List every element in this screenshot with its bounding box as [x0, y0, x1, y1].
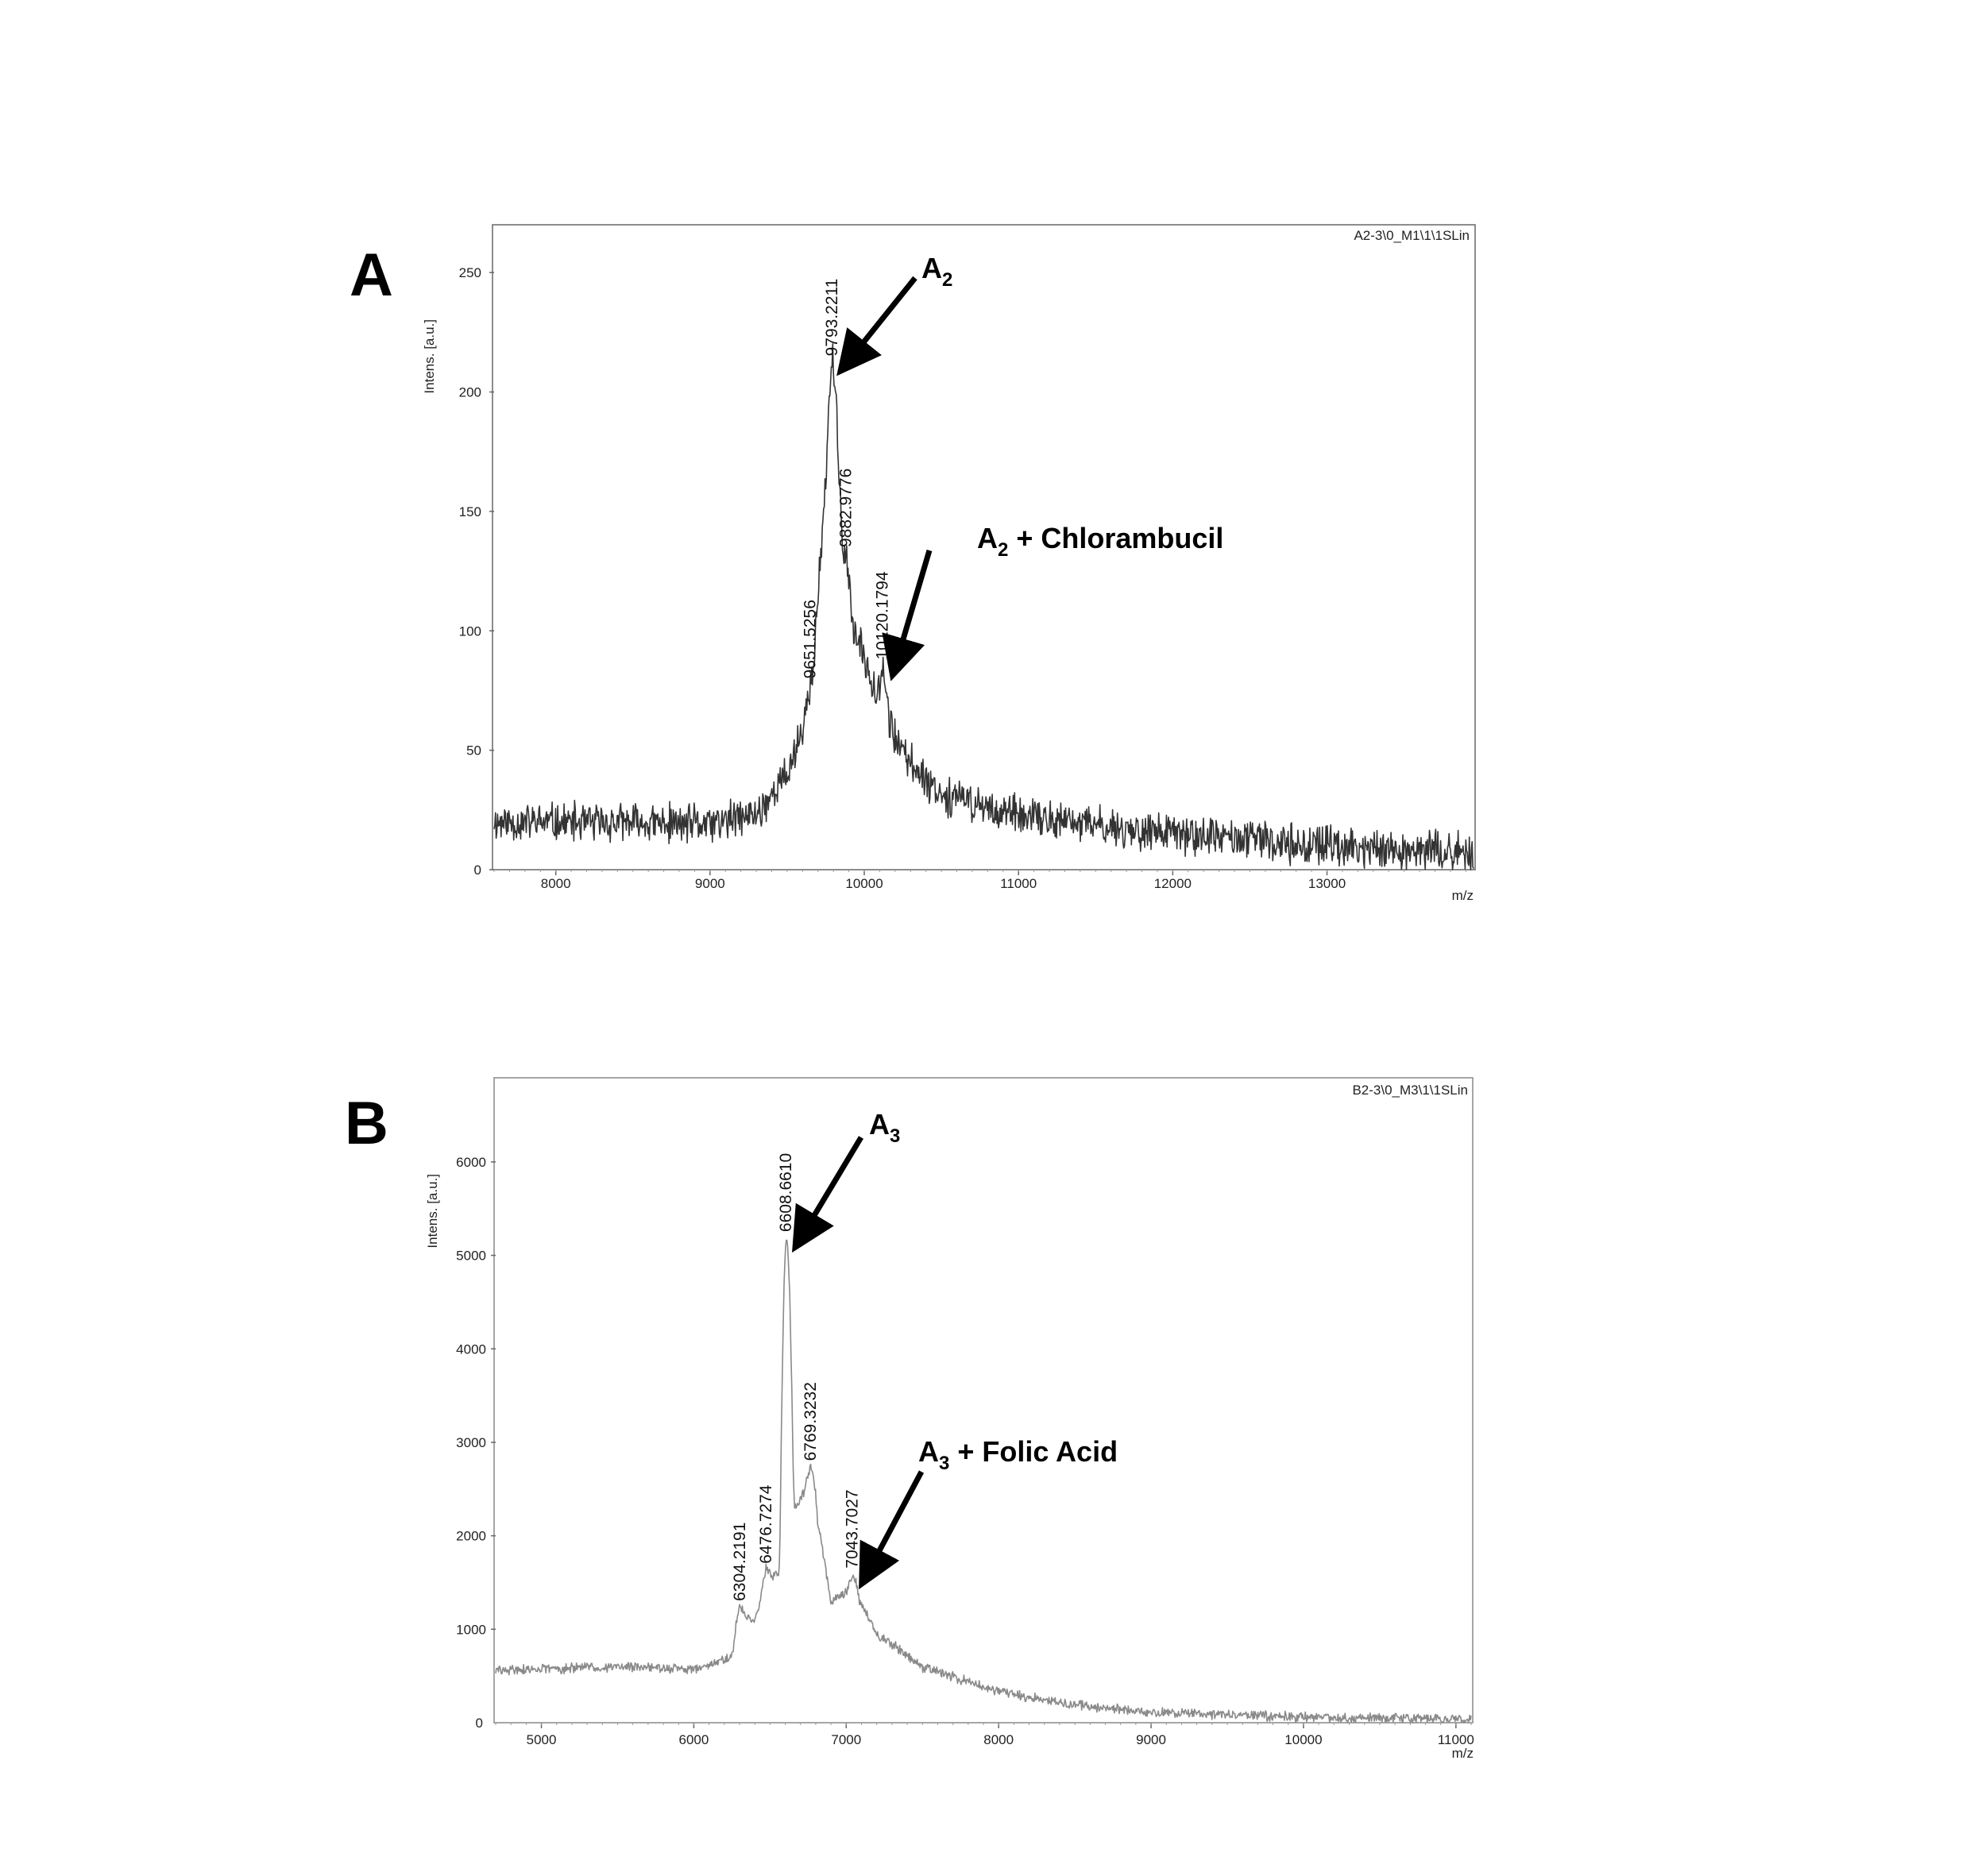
panel-a-letter: A: [350, 241, 393, 309]
panel-b-peak-labels: 6304.2191 6476.7274 6608.6610 6769.3232 7043…: [731, 1153, 862, 1601]
annotation-arrow: [882, 550, 933, 681]
annotation-label: A2: [921, 252, 952, 291]
panel-a-file-label: A2-3\0_M1\1\1SLin: [1354, 228, 1470, 243]
panel-b-y-ticks: 1000 2000 3000 4000 5000 6000 0: [456, 1155, 496, 1731]
panel-a-spectrum: A A2-3\0_M1\1\1SLin Intens. [a.u.] m/z 0…: [350, 224, 1476, 903]
x-tick-label: 11000: [1000, 876, 1037, 891]
peak-label: 6476.7274: [757, 1484, 775, 1564]
annotation-arrow: [792, 1136, 864, 1253]
x-tick-label: 8000: [541, 876, 571, 891]
panel-a-x-axis-title: m/z: [1452, 888, 1474, 903]
panel-a-peak-labels: 9651.5256 9793.2211 9882.9776 10120.1794: [801, 279, 891, 679]
y-tick-label: 2000: [456, 1529, 486, 1544]
x-tick-label: 10000: [845, 876, 883, 891]
x-tick-label: 7000: [831, 1732, 861, 1747]
x-tick-label: 11000: [1438, 1732, 1474, 1747]
peak-label: 6769.3232: [802, 1382, 820, 1461]
x-tick-label: 5000: [527, 1732, 557, 1747]
y-tick-label: 100: [459, 623, 481, 639]
x-tick-label: 9000: [1136, 1732, 1166, 1747]
annotation-label: A2 + Chlorambucil: [977, 522, 1223, 561]
y-tick-label: 5000: [456, 1249, 486, 1264]
panel-a-x-ticks: 8000 9000 10000 11000 12000 13000: [493, 870, 1466, 891]
peak-label: 10120.1794: [873, 571, 891, 659]
panel-a-annotations: A2 A2 + Chlorambucil: [836, 252, 1223, 681]
y-tick-label: 6000: [456, 1155, 486, 1170]
panel-a-frame: [492, 224, 1476, 870]
x-tick-label: 12000: [1154, 876, 1192, 891]
annotation-arrow: [836, 276, 917, 376]
spectrum-line: [495, 1239, 1472, 1724]
peak-label: 6608.6610: [777, 1153, 795, 1232]
panel-b-y-axis-title: Intens. [a.u.]: [425, 1174, 440, 1249]
panel-b-spectrum: B B2-3\0_M3\1\1SLin Intens. [a.u.] m/z 1…: [345, 1077, 1474, 1761]
panel-a-y-axis-title: Intens. [a.u.]: [422, 319, 437, 394]
peak-label: 9793.2211: [823, 279, 841, 357]
panel-b-trace: [495, 1239, 1472, 1724]
y-tick-label: 50: [466, 743, 481, 759]
panel-b-file-label: B2-3\0_M3\1\1SLin: [1352, 1083, 1468, 1098]
y-tick-label: 0: [476, 1716, 483, 1731]
annotation-arrow: [859, 1470, 925, 1590]
peak-label: 9651.5256: [801, 600, 819, 678]
panel-a-trace: [493, 343, 1474, 870]
annotation-label: A3 + Folic Acid: [918, 1435, 1118, 1474]
peak-label: 7043.7027: [844, 1489, 862, 1568]
spectrum-line: [493, 343, 1474, 870]
x-tick-label: 6000: [679, 1732, 709, 1747]
peak-label: 9882.9776: [836, 469, 855, 547]
panel-b-frame: [493, 1077, 1474, 1724]
y-tick-label: 150: [459, 504, 481, 519]
x-tick-label: 13000: [1308, 876, 1346, 891]
annotation-label: A3: [869, 1108, 900, 1147]
y-tick-label: 0: [474, 863, 481, 878]
panel-b-letter: B: [345, 1090, 388, 1157]
peak-label: 6304.2191: [731, 1523, 749, 1601]
y-tick-label: 3000: [456, 1435, 486, 1450]
y-tick-label: 200: [459, 385, 481, 400]
x-tick-label: 10000: [1284, 1732, 1322, 1747]
y-tick-label: 250: [459, 265, 481, 280]
panel-b-x-axis-title: m/z: [1452, 1746, 1474, 1761]
panel-a-y-ticks: 0 50 100 150 200 250: [459, 265, 494, 878]
x-tick-label: 8000: [983, 1732, 1014, 1747]
panel-b-annotations: A3 A3 + Folic Acid: [792, 1108, 1118, 1590]
x-tick-label: 9000: [695, 876, 725, 891]
y-tick-label: 1000: [456, 1622, 486, 1637]
panel-b-x-ticks: 5000 6000 7000 8000 9000 10000 11000: [495, 1723, 1474, 1747]
y-tick-label: 4000: [456, 1341, 486, 1357]
